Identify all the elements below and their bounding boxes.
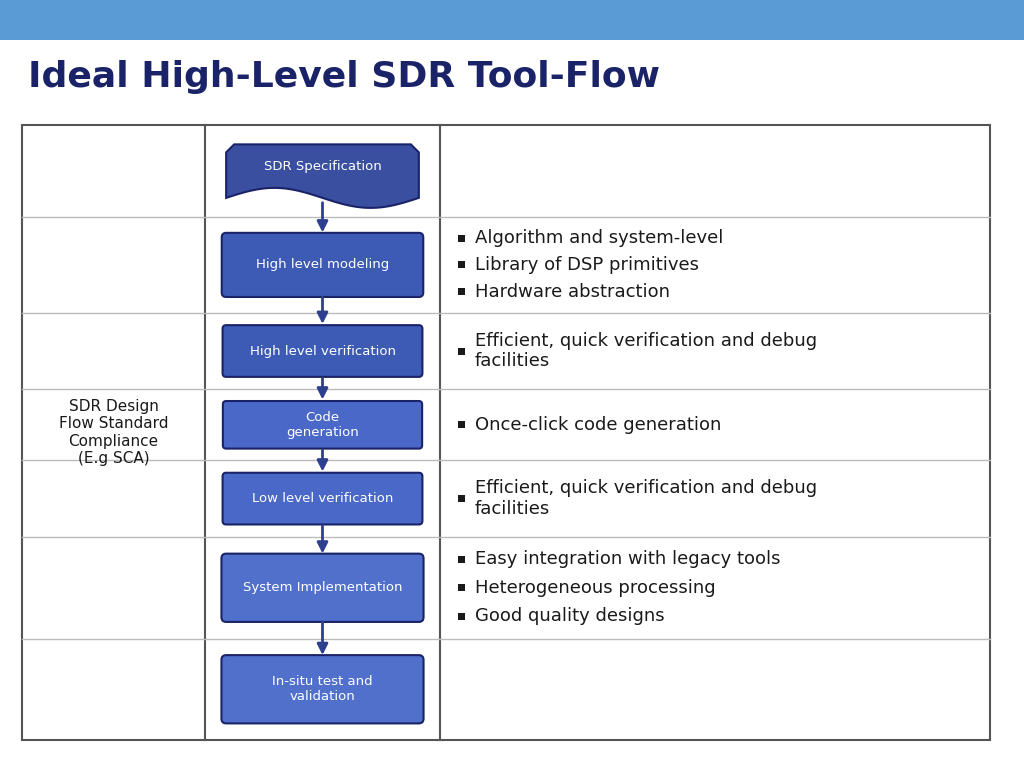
Text: In-situ test and
validation: In-situ test and validation (272, 675, 373, 703)
Text: Efficient, quick verification and debug
facilities: Efficient, quick verification and debug … (475, 479, 817, 518)
Text: System Implementation: System Implementation (243, 581, 402, 594)
Bar (458, 422, 465, 429)
Text: Efficient, quick verification and debug
facilities: Efficient, quick verification and debug … (475, 332, 817, 370)
FancyBboxPatch shape (223, 401, 422, 449)
FancyBboxPatch shape (222, 473, 423, 525)
Text: Heterogeneous processing: Heterogeneous processing (475, 579, 716, 597)
Bar (458, 495, 465, 502)
Text: Low level verification: Low level verification (252, 492, 393, 505)
Bar (458, 584, 465, 591)
FancyBboxPatch shape (222, 325, 423, 377)
Text: SDR Specification: SDR Specification (263, 161, 381, 174)
FancyBboxPatch shape (222, 233, 423, 297)
Text: Hardware abstraction: Hardware abstraction (475, 283, 670, 300)
Text: Good quality designs: Good quality designs (475, 607, 665, 625)
Bar (458, 261, 465, 268)
Bar (458, 347, 465, 355)
Text: High level modeling: High level modeling (256, 258, 389, 271)
FancyBboxPatch shape (221, 554, 424, 622)
Text: Algorithm and system-level: Algorithm and system-level (475, 229, 723, 247)
Text: Easy integration with legacy tools: Easy integration with legacy tools (475, 551, 780, 568)
Text: SDR Design
Flow Standard
Compliance
(E.g SCA): SDR Design Flow Standard Compliance (E.g… (58, 399, 168, 466)
Bar (458, 288, 465, 295)
Text: Ideal High-Level SDR Tool-Flow: Ideal High-Level SDR Tool-Flow (28, 60, 660, 94)
Text: High level verification: High level verification (250, 345, 395, 358)
Text: Code
generation: Code generation (286, 411, 358, 439)
Bar (458, 613, 465, 620)
Bar (458, 556, 465, 563)
Text: Once-click code generation: Once-click code generation (475, 415, 721, 434)
PathPatch shape (226, 144, 419, 208)
Bar (0, 0, 1024, 40)
Text: Library of DSP primitives: Library of DSP primitives (475, 256, 699, 274)
Bar (22, 125, 990, 740)
FancyBboxPatch shape (221, 655, 424, 723)
Bar (458, 235, 465, 242)
